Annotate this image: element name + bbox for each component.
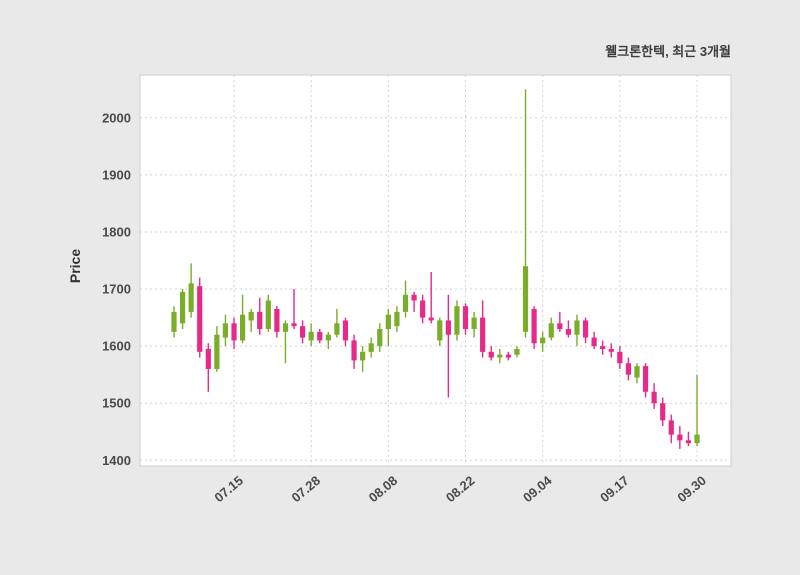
- candle-body: [222, 323, 229, 338]
- candle-body: [179, 291, 186, 324]
- candle-body: [214, 334, 220, 369]
- candle-body: [291, 323, 297, 327]
- candle-body: [239, 314, 246, 341]
- candle-body: [625, 363, 632, 375]
- candle-body: [274, 309, 280, 332]
- candle-body: [197, 286, 203, 352]
- candle-body: [205, 348, 211, 369]
- x-tick-label: 07.15: [211, 473, 246, 505]
- candle-body: [634, 366, 640, 378]
- x-tick-label: 08.22: [443, 473, 478, 505]
- y-tick-label: 1800: [102, 224, 131, 239]
- x-tick-label: 09.04: [520, 472, 555, 505]
- candle-body: [668, 420, 674, 435]
- candle-body: [462, 306, 469, 330]
- candle-body: [282, 323, 289, 332]
- candle-body: [445, 320, 451, 335]
- candle-body: [420, 300, 426, 318]
- candle-body: [642, 366, 649, 392]
- candle-body: [608, 348, 614, 352]
- candle-body: [265, 300, 271, 330]
- candle-body: [402, 294, 409, 312]
- candle-body: [300, 326, 306, 338]
- y-tick-label: 1700: [102, 282, 131, 297]
- y-axis-label: Price: [67, 248, 84, 284]
- candle-body: [188, 283, 194, 312]
- candle-body: [694, 434, 700, 444]
- candle-body: [351, 340, 357, 361]
- candle-body: [454, 306, 460, 335]
- candle-body: [325, 334, 331, 341]
- candle-body: [308, 331, 314, 341]
- candle-body: [377, 329, 383, 347]
- x-tick-label: 09.30: [674, 473, 709, 505]
- candle-body: [171, 311, 177, 332]
- candle-body: [428, 317, 434, 321]
- y-tick-label: 1400: [102, 453, 131, 468]
- candle-body: [565, 329, 571, 335]
- candle-body: [591, 337, 597, 347]
- y-tick-label: 1500: [102, 396, 131, 411]
- candle-body: [385, 314, 391, 330]
- candle-body: [497, 354, 503, 358]
- x-tick-label: 07.28: [289, 473, 324, 505]
- candle-body: [231, 323, 237, 341]
- candle-body: [360, 351, 366, 361]
- candle-body: [334, 323, 340, 335]
- candle-body: [514, 348, 520, 355]
- candle-body: [394, 311, 400, 327]
- candle-body: [677, 434, 683, 441]
- candle-body: [685, 440, 692, 444]
- chart-title: 웰크론한텍, 최근 3개월: [605, 44, 731, 59]
- candle-body: [257, 311, 263, 330]
- candle-body: [368, 343, 374, 352]
- candle-body: [342, 320, 349, 341]
- candle-body: [617, 351, 623, 364]
- candle-body: [248, 311, 254, 321]
- candle-body: [574, 320, 580, 335]
- candle-body: [317, 331, 323, 341]
- candle-body: [548, 323, 554, 338]
- candle-body: [582, 320, 589, 338]
- candle-body: [540, 337, 546, 344]
- y-tick-label: 1900: [102, 167, 131, 182]
- candle-body: [531, 309, 537, 344]
- candle-body: [505, 354, 511, 358]
- candle-body: [651, 391, 657, 404]
- x-tick-label: 09.17: [597, 473, 632, 505]
- candle-body: [437, 320, 443, 341]
- plot-area: [139, 74, 732, 467]
- candle-body: [600, 346, 606, 349]
- candle-body: [471, 317, 477, 330]
- candle-body: [557, 323, 563, 330]
- candle-body: [411, 294, 417, 301]
- candle-body: [480, 317, 486, 352]
- y-tick-label: 1600: [102, 339, 131, 354]
- candle-body: [488, 351, 494, 358]
- x-tick-label: 08.08: [366, 473, 401, 505]
- y-tick-label: 2000: [102, 110, 131, 125]
- candle-body: [660, 403, 666, 421]
- candle-body: [522, 266, 529, 332]
